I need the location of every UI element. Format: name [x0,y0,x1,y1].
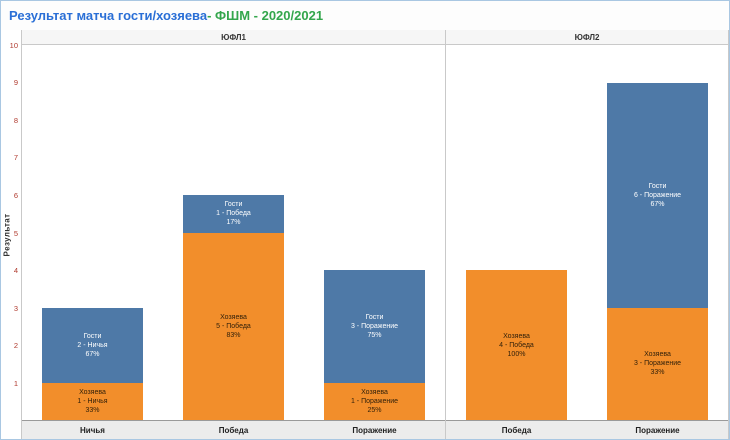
x-axis: Ничья Победа Поражение [22,421,445,439]
y-axis: Результат 1 2 3 4 5 6 7 8 9 10 [1,30,21,439]
segment-label-line: Хозяева [503,332,530,340]
segment-label-line: 83% [226,331,241,339]
category-label: Победа [501,425,532,435]
stacked-bar[interactable]: Гости 1 - Победа 17% Хозяева 5 - Победа 83% [182,195,285,420]
panel: ЮФЛ2 Хозяева 4 - Победа 100% Гости 6 - Пораже… [446,30,729,439]
stacked-bar[interactable]: Хозяева 4 - Победа 100% [465,270,568,420]
segment-label-line: Гости [224,201,243,209]
segment-label-line: 33% [650,369,665,377]
panel-header: ЮФЛ1 [22,30,445,45]
chart-title: Результат матча гости/хозяева - ФШМ - 20… [1,1,729,30]
panels: ЮФЛ1 Гости 2 - Ничья 67% Хозяева 1 - Ничья 33%… [21,30,729,439]
category-label: Ничья [80,425,105,435]
y-tick-label: 2 [13,341,18,351]
segment-label-line: 67% [85,350,100,358]
panel-plot: Гости 2 - Ничья 67% Хозяева 1 - Ничья 33% Гост… [22,45,445,421]
segment-label-line: Гости [83,332,102,340]
bar-segment[interactable]: Гости 6 - Поражение 67% [606,82,709,308]
segment-label-line: 75% [367,331,382,339]
bar-segment[interactable]: Хозяева 1 - Поражение 25% [323,382,426,420]
y-tick-label: 5 [13,228,18,238]
segment-label-line: Гости [365,313,384,321]
bar-slot: Хозяева 4 - Победа 100% [446,45,587,420]
category-label: Поражение [352,425,397,435]
segment-label-line: 67% [650,200,665,208]
x-axis: Победа Поражение [446,421,728,439]
bar-segment[interactable]: Гости 2 - Ничья 67% [41,307,144,383]
segment-label-line: Хозяева [361,388,388,396]
panel: ЮФЛ1 Гости 2 - Ничья 67% Хозяева 1 - Ничья 33%… [22,30,446,439]
bar-segment[interactable]: Хозяева 4 - Победа 100% [465,270,568,420]
bar-slot: Гости 6 - Поражение 67% Хозяева 3 - Поражени… [587,45,728,420]
segment-label-line: 3 - Поражение [633,360,682,368]
bar-segment[interactable]: Гости 1 - Победа 17% [182,195,285,233]
segment-label-line: Хозяева [644,351,671,359]
bar-segment[interactable]: Хозяева 1 - Ничья 33% [41,382,144,420]
y-tick-label: 4 [13,265,18,275]
chart-title-main: Результат матча гости/хозяева [9,8,208,23]
y-tick-label: 7 [13,153,18,163]
stacked-bar[interactable]: Гости 2 - Ничья 67% Хозяева 1 - Ничья 33% [41,307,144,420]
chart-title-season: - ФШМ - 2020/2021 [207,8,324,23]
segment-label-line: Хозяева [79,388,106,396]
bar-slot: Гости 3 - Поражение 75% Хозяева 1 - Поражени… [304,45,445,420]
segment-label-line: Хозяева [220,313,247,321]
segment-label-line: 1 - Поражение [350,397,399,405]
segment-label-line: 25% [367,406,382,414]
y-tick-label: 6 [13,190,18,200]
bar-slot: Гости 1 - Победа 17% Хозяева 5 - Победа 83% [163,45,304,420]
segment-label-line: 17% [226,219,241,227]
stacked-bar[interactable]: Гости 3 - Поражение 75% Хозяева 1 - Поражени… [323,270,426,420]
segment-label-line: 100% [507,350,526,358]
panel-plot: Хозяева 4 - Победа 100% Гости 6 - Поражение 6… [446,45,728,421]
y-tick-label: 3 [13,303,18,313]
category-label: Победа [218,425,249,435]
chart-area: Результат 1 2 3 4 5 6 7 8 9 10 ЮФЛ1 Гости 2 - Ничья… [1,30,729,439]
segment-label-line: 3 - Поражение [350,322,399,330]
stacked-bar[interactable]: Гости 6 - Поражение 67% Хозяева 3 - Поражени… [606,82,709,420]
segment-label-line: 2 - Ничья [77,341,108,349]
bar-segment[interactable]: Гости 3 - Поражение 75% [323,270,426,383]
segment-label-line: 33% [85,406,100,414]
segment-label-line: 1 - Ничья [77,397,108,405]
category-label: Поражение [635,425,680,435]
segment-label-line: Гости [648,182,667,190]
y-tick-label: 8 [13,115,18,125]
y-axis-ticks: 1 2 3 4 5 6 7 8 9 10 [7,41,21,421]
bar-slot: Гости 2 - Ничья 67% Хозяева 1 - Ничья 33% [22,45,163,420]
panel-header: ЮФЛ2 [446,30,728,45]
segment-label-line: 6 - Поражение [633,191,682,199]
segment-label-line: 4 - Победа [499,341,534,349]
segment-label-line: 5 - Победа [216,322,251,330]
y-tick-label: 10 [9,40,18,50]
segment-label-line: 1 - Победа [216,210,251,218]
y-tick-label: 1 [13,378,18,388]
bar-segment[interactable]: Хозяева 3 - Поражение 33% [606,307,709,420]
bar-segment[interactable]: Хозяева 5 - Победа 83% [182,232,285,420]
y-tick-label: 9 [13,77,18,87]
